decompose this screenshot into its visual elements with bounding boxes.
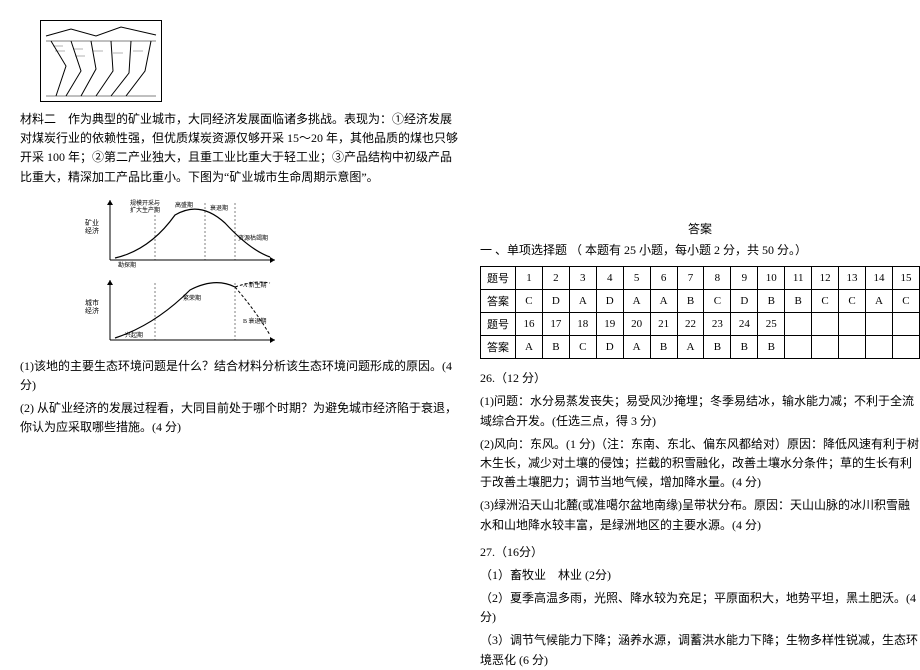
q27-2: （2）夏季高温多雨，光照、降水较为充足；平原面积大，地势平坦，黑土肥沃。(4 分… [480, 589, 920, 627]
svg-text:B 衰退期: B 衰退期 [243, 317, 267, 325]
svg-text:兴起期: 兴起期 [125, 331, 143, 339]
svg-text:勘探期: 勘探期 [118, 261, 136, 269]
svg-text:规模开采与: 规模开采与 [130, 199, 160, 207]
answer-section-title: 答案 [480, 220, 920, 237]
q26-3: (3)绿洲沿天山北麓(或准噶尔盆地南缘)呈带状分布。原因：天山山脉的冰川积雪融水… [480, 496, 920, 534]
top-axis-label: 矿业 [85, 218, 99, 227]
q1-text: (1)该地的主要生态环境问题是什么？结合材料分析该生态环境问题形成的原因。(4 … [20, 357, 460, 395]
svg-text:经济: 经济 [85, 226, 99, 235]
answer-table: 题号 123456789101112131415 答案 CDADAABCDBBC… [480, 266, 920, 359]
q27-head: 27.（16分） [480, 543, 920, 562]
answer-subtitle: 一 、单项选择题 （ 本题有 25 小题，每小题 2 分，共 50 分。） [480, 241, 920, 260]
q2-text: (2) 从矿业经济的发展过程看，大同目前处于哪个时期？为避免城市经济陷于衰退，你… [20, 399, 460, 437]
q27-3: （3）调节气候能力下降；涵养水源，调蓄洪水能力下降；生物多样性锐减，生态环境恶化… [480, 631, 920, 669]
svg-text:繁荣期: 繁荣期 [183, 294, 201, 302]
q27-1: （1）畜牧业 林业 (2分) [480, 566, 920, 585]
material2-text: 材料二 作为典型的矿业城市，大同经济发展面临诸多挑战。表现为：①经济发展对煤炭行… [20, 110, 460, 187]
lifecycle-chart: 矿业 经济 勘探期 规模开采与 扩大生产期 高盛期 衰退期 资源枯竭期 城市 经… [80, 195, 280, 349]
svg-text:城市: 城市 [85, 298, 99, 307]
svg-text:高盛期: 高盛期 [175, 201, 193, 209]
svg-text:衰退期: 衰退期 [210, 204, 228, 212]
svg-text:A 新生期: A 新生期 [243, 281, 267, 289]
q26-2: (2)风向：东风。(1 分)（注：东南、东北、偏东风都给对）原因：降低风速有利于… [480, 435, 920, 493]
row-label-num: 题号 [481, 267, 516, 290]
row-label-ans: 答案 [481, 290, 516, 313]
q26-1: (1)问题：水分易蒸发丧失；易受风沙掩埋；冬季易结冰，输水能力减；不利于全流域综… [480, 392, 920, 430]
landscape-sketch [40, 20, 162, 102]
svg-text:经济: 经济 [85, 306, 99, 315]
svg-text:资源枯竭期: 资源枯竭期 [238, 234, 268, 242]
svg-text:扩大生产期: 扩大生产期 [130, 206, 160, 214]
q26-head: 26.（12 分） [480, 369, 920, 388]
